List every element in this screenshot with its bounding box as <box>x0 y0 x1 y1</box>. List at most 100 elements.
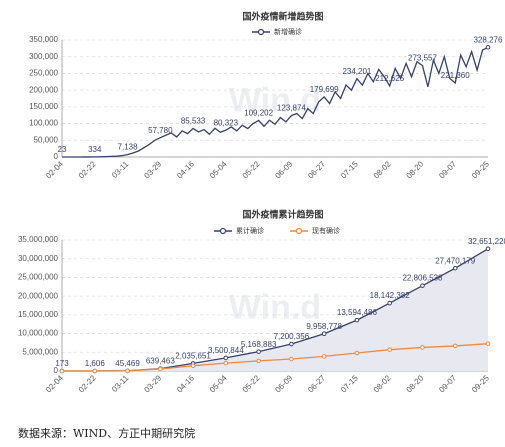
legend-marker <box>295 227 303 235</box>
y-tick-label: 100,000 <box>29 119 58 128</box>
legend-label: 现有确诊 <box>312 226 340 235</box>
point <box>387 347 392 352</box>
point <box>59 368 65 374</box>
x-tick-label: 05-22 <box>241 159 262 180</box>
y-tick-label: 0 <box>54 152 59 161</box>
point <box>321 354 327 359</box>
data-label: 2,035,651 <box>175 351 211 360</box>
x-tick-label: 03-11 <box>110 373 131 394</box>
point <box>485 246 491 252</box>
data-label: 639,463 <box>146 357 175 366</box>
x-tick-label: 08-02 <box>372 373 393 394</box>
data-label: 1,606 <box>85 359 106 368</box>
data-label: 57,780 <box>148 126 173 135</box>
point <box>223 360 229 366</box>
x-tick-label: 02-22 <box>77 159 98 180</box>
data-label: 221,360 <box>441 71 470 80</box>
x-tick-label: 06-27 <box>306 159 327 180</box>
y-tick-label: 200,000 <box>29 85 58 94</box>
watermark: Win.d <box>229 288 321 326</box>
point <box>354 350 360 356</box>
point <box>452 265 458 271</box>
data-label: 80,323 <box>214 118 239 127</box>
line <box>61 46 489 158</box>
y-tick-label: 5,000,000 <box>22 347 58 356</box>
x-tick-label: 05-04 <box>208 159 229 180</box>
x-tick-label: 09-25 <box>470 159 491 180</box>
point <box>485 44 491 50</box>
x-tick-label: 02-04 <box>44 373 65 394</box>
data-label: 234,201 <box>342 67 371 76</box>
point <box>354 317 360 323</box>
data-label: 328,276 <box>474 35 503 44</box>
y-tick-label: 0 <box>54 366 59 375</box>
x-tick-label: 09-07 <box>437 159 458 180</box>
data-label: 212,625 <box>375 74 404 83</box>
data-label: 7,200,356 <box>274 332 310 341</box>
data-label: 173 <box>55 359 69 368</box>
y-tick-label: 35,000,000 <box>18 235 59 244</box>
y-tick-label: 15,000,000 <box>18 310 59 319</box>
y-tick-label: 25,000,000 <box>18 273 59 282</box>
chart-title: 国外疫情新增趋势图 <box>242 10 323 21</box>
x-tick-label: 05-04 <box>208 373 229 394</box>
x-tick-label: 07-15 <box>339 373 360 394</box>
data-label: 32,651,220 <box>468 237 505 246</box>
data-label: 45,469 <box>115 359 140 368</box>
data-label: 273,557 <box>408 54 437 63</box>
data-label: 109,202 <box>244 109 273 118</box>
point <box>256 349 261 354</box>
data-label: 13,594,486 <box>337 308 378 317</box>
point <box>125 368 130 374</box>
data-label: 18,142,382 <box>370 291 411 300</box>
y-tick-label: 50,000 <box>34 135 59 144</box>
point <box>289 356 294 362</box>
legend-marker <box>257 28 265 36</box>
x-tick-label: 03-11 <box>110 159 131 180</box>
watermark: Win.d <box>229 81 321 119</box>
point <box>485 341 491 346</box>
data-label: 3,500,844 <box>208 346 244 355</box>
point <box>420 283 425 288</box>
y-tick-label: 350,000 <box>29 35 58 44</box>
area <box>62 248 488 371</box>
data-label: 7,138 <box>118 143 139 152</box>
x-tick-label: 09-07 <box>437 373 458 394</box>
data-label: 22,806,538 <box>402 274 443 283</box>
x-tick-label: 08-20 <box>405 373 426 394</box>
x-tick-label: 07-15 <box>339 159 360 180</box>
line <box>61 343 489 372</box>
data-label: 9,958,778 <box>306 322 342 331</box>
y-tick-label: 250,000 <box>29 69 58 78</box>
x-tick-label: 04-16 <box>175 159 196 180</box>
x-tick-label: 06-09 <box>273 159 294 180</box>
x-tick-label: 03-29 <box>142 373 163 394</box>
data-label: 85,533 <box>181 117 206 126</box>
legend-label: 累计确诊 <box>236 226 264 235</box>
x-tick-label: 06-27 <box>306 373 327 394</box>
x-tick-label: 04-16 <box>175 373 196 394</box>
data-label: 179,699 <box>310 85 339 94</box>
point <box>452 343 458 349</box>
x-tick-label: 03-29 <box>142 159 163 180</box>
data-label: 27,470,179 <box>435 256 476 265</box>
source-note: 数据来源：WIND、方正中期研究院 <box>18 426 195 440</box>
y-tick-label: 150,000 <box>29 102 58 111</box>
y-tick-label: 300,000 <box>29 52 58 61</box>
x-tick-label: 09-25 <box>470 373 491 394</box>
data-label: 334 <box>88 145 102 154</box>
point <box>92 368 98 374</box>
x-tick-label: 02-04 <box>44 159 65 180</box>
x-tick-label: 02-22 <box>77 373 98 394</box>
x-tick-label: 08-02 <box>372 159 393 180</box>
y-tick-label: 10,000,000 <box>18 329 59 338</box>
y-tick-label: 30,000,000 <box>18 254 59 263</box>
point <box>190 363 196 369</box>
legend-marker <box>219 227 227 235</box>
x-tick-label: 06-09 <box>273 373 294 394</box>
point <box>289 341 294 347</box>
point <box>256 358 261 364</box>
x-tick-label: 08-20 <box>405 159 426 180</box>
data-label: 23 <box>58 145 67 154</box>
